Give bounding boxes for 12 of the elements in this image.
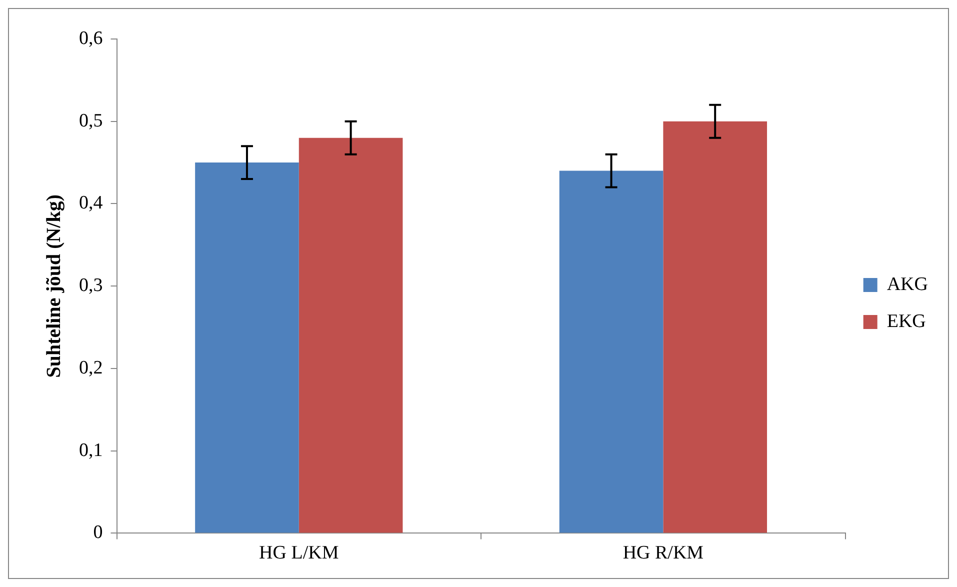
y-axis-title: Suhteline jõud (N/kg) [43, 194, 66, 378]
y-tick-label: 0,4 [79, 192, 104, 214]
y-tick-label: 0,5 [79, 110, 103, 132]
x-tick-label: HG R/KM [622, 542, 704, 564]
y-tick-label: 0 [93, 522, 103, 544]
legend-label: EKG [886, 310, 926, 332]
y-tick-label: 0,2 [79, 357, 103, 378]
y-tick-label: 0,1 [79, 440, 103, 461]
x-tick-label: HG L/KM [259, 542, 339, 564]
y-tick-label: 0,3 [79, 275, 103, 296]
legend-label: AKG [886, 274, 928, 295]
y-tick-label: 0,6 [79, 28, 103, 49]
